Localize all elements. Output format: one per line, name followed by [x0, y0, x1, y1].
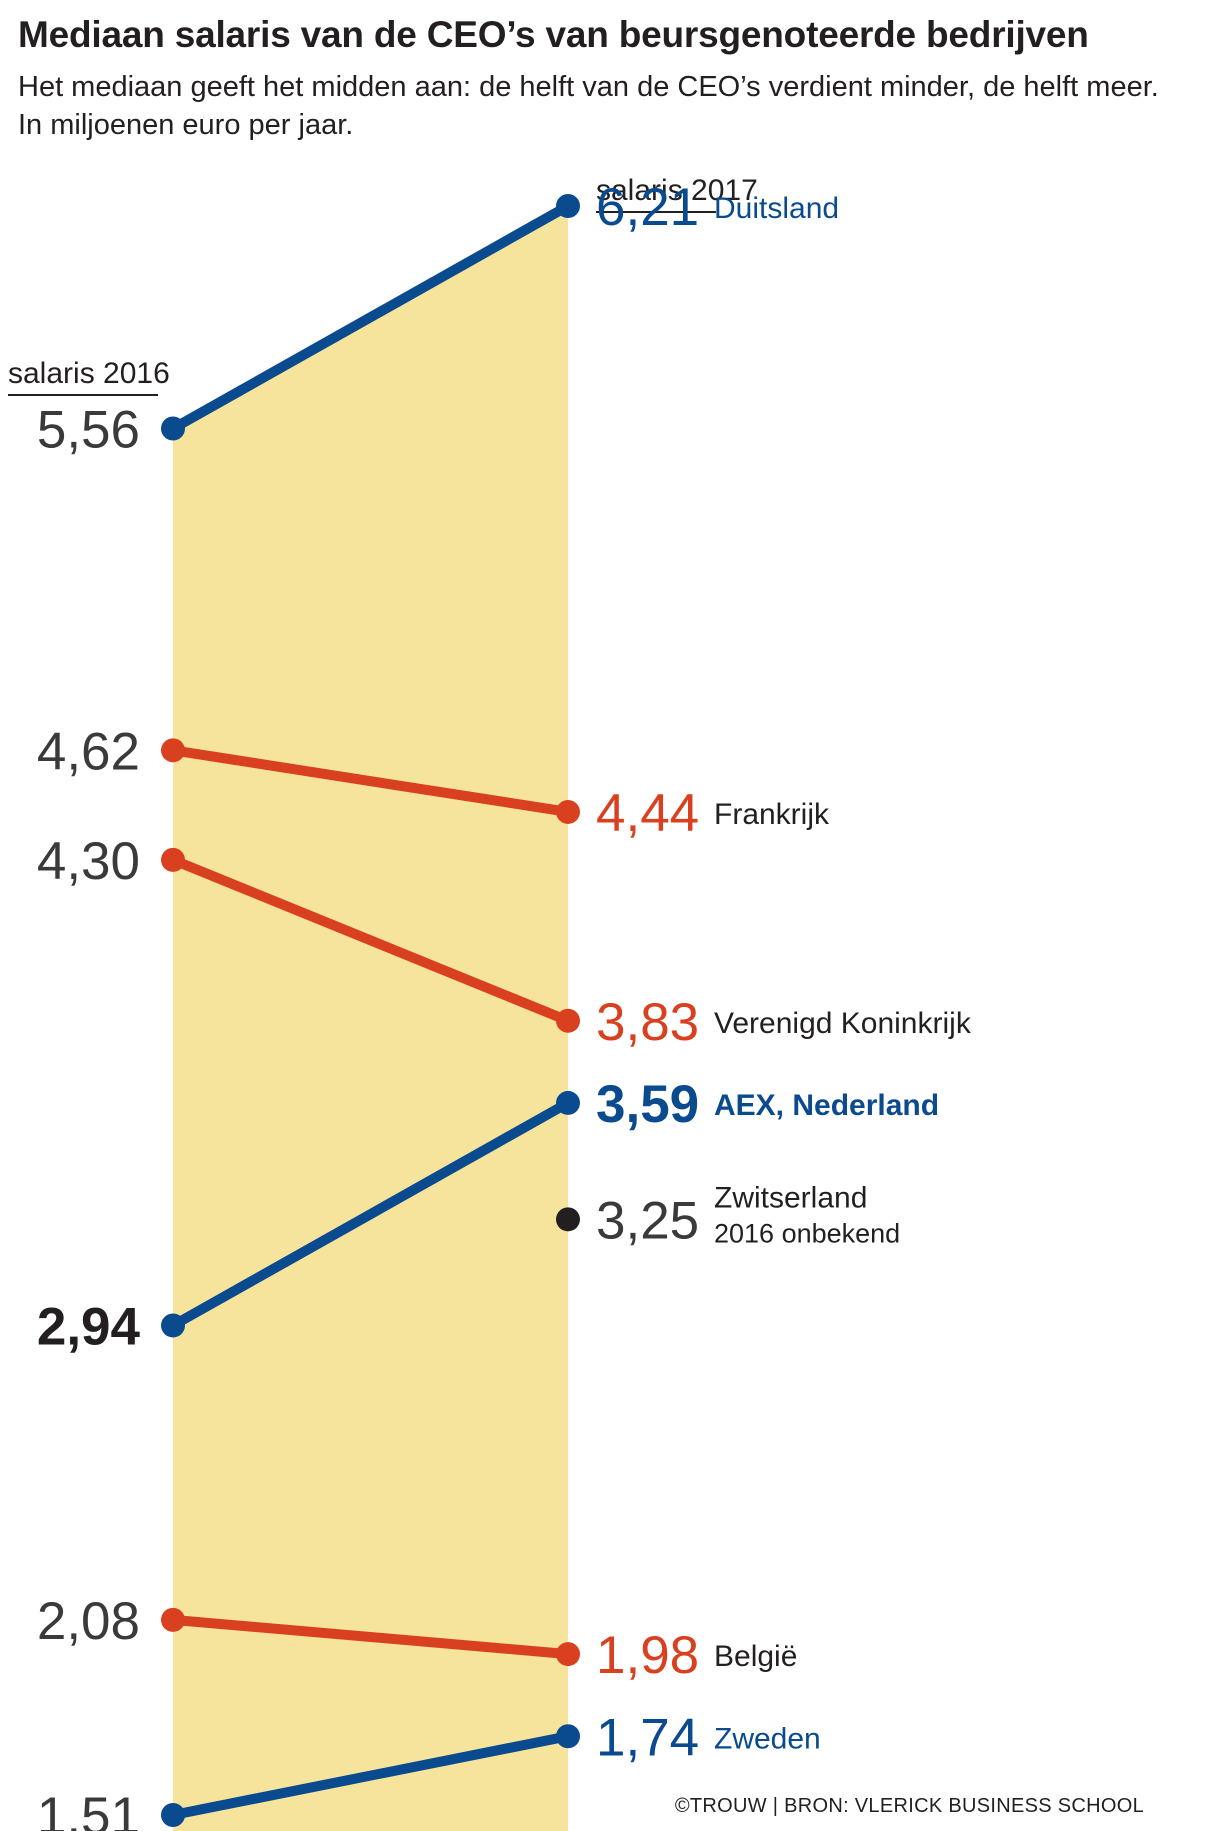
- point-2016-aex-nederland: [161, 1313, 185, 1338]
- value-2017-duitsland: 6,21: [596, 178, 699, 237]
- value-2017-belgie: 1,98: [596, 1626, 699, 1685]
- value-2016-duitsland: 5,56: [37, 401, 140, 460]
- value-2016-frankrijk: 4,62: [37, 722, 140, 781]
- chart-title: Mediaan salaris van de CEO’s van beursge…: [18, 14, 1089, 55]
- country-label-frankrijk: Frankrijk: [714, 798, 830, 831]
- point-2016-frankrijk: [161, 738, 185, 763]
- country-label-duitsland: Duitsland: [714, 192, 839, 225]
- value-2016-zweden: 1,51: [37, 1787, 140, 1831]
- column-label-2016: salaris 2016: [8, 357, 170, 390]
- value-2017-zwitserland: 3,25: [596, 1191, 699, 1250]
- column-label-2017: salaris 2017: [596, 174, 758, 207]
- country-label-verenigd-koninkrijk: Verenigd Koninkrijk: [714, 1007, 972, 1040]
- value-2016-belgie: 2,08: [37, 1592, 140, 1651]
- slope-line-frankrijk: [168, 745, 573, 817]
- slope-line-verenigd-koninkrijk: [168, 854, 573, 1026]
- point-2017-aex-nederland: [556, 1090, 580, 1115]
- point-2016-zweden: [161, 1803, 185, 1827]
- point-2017-duitsland: [556, 194, 580, 218]
- highlight-band: [173, 206, 568, 1831]
- point-2017-verenigd-koninkrijk: [556, 1008, 580, 1033]
- country-label-belgie: België: [714, 1640, 797, 1673]
- value-2017-frankrijk: 4,44: [596, 784, 699, 843]
- point-2016-verenigd-koninkrijk: [161, 847, 185, 872]
- slope-line-belgie: [168, 1614, 573, 1660]
- source-credit: ©TROUW | BRON: VLERICK BUSINESS SCHOOL: [674, 1795, 1144, 1817]
- point-2017-zweden: [556, 1724, 580, 1749]
- point-2017-frankrijk: [556, 799, 580, 824]
- slope-line-duitsland: [168, 201, 573, 434]
- value-2017-zweden: 1,74: [596, 1708, 699, 1767]
- value-2017-verenigd-koninkrijk: 3,83: [596, 993, 699, 1052]
- point-2016-duitsland: [161, 416, 185, 441]
- country-label-zwitserland: Zwitserland: [714, 1181, 867, 1214]
- point-2016-belgie: [161, 1607, 185, 1632]
- country-label-aex-nederland: AEX, Nederland: [714, 1089, 939, 1122]
- value-2017-aex-nederland: 3,59: [596, 1075, 699, 1134]
- slope-line-aex-nederland: [168, 1097, 573, 1331]
- point-2017-belgie: [556, 1642, 580, 1667]
- value-2016-verenigd-koninkrijk: 4,30: [37, 832, 140, 891]
- value-2016-aex-nederland: 2,94: [37, 1297, 141, 1356]
- slope-line-zweden: [168, 1731, 573, 1820]
- country-label-zweden: Zweden: [714, 1722, 821, 1755]
- chart-subtitle: Het mediaan geeft het midden aan: de hel…: [18, 71, 1159, 141]
- country-note-zwitserland: 2016 onbekend: [714, 1218, 900, 1248]
- point-2017-zwitserland: [556, 1207, 580, 1232]
